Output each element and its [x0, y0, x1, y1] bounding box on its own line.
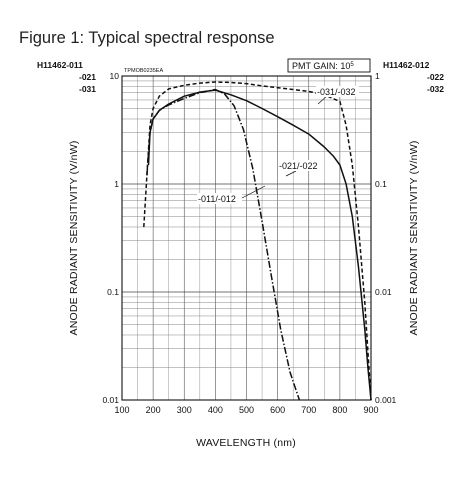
x-tick-label: 800	[332, 405, 347, 415]
leader-011-012	[241, 185, 266, 199]
y-axis-label-right: ANODE RADIANT SENSITIVITY (V/nW)	[408, 140, 420, 335]
y-tick-label-left: 10	[110, 71, 120, 81]
label-bg-031-032	[316, 86, 359, 97]
right-header-line-1: H11462-012	[383, 60, 430, 70]
left-header-line-2: -021	[79, 72, 96, 82]
x-ticks: 100 200 300 400 500 600 700 800 900	[114, 405, 378, 415]
grid	[122, 76, 371, 400]
y-tick-label-right: 0.001	[375, 395, 397, 405]
y-tick-label-right: 0.01	[375, 287, 392, 297]
y-ticks-left: 0.01 0.1 1 10	[102, 71, 119, 405]
series-line-1	[146, 88, 301, 401]
series-label-011-012: -011/-012	[198, 194, 236, 204]
x-tick-label: 600	[270, 405, 285, 415]
chart-code: TPMOB0235EA	[124, 68, 163, 74]
series-group	[143, 81, 372, 401]
figure-title: Figure 1: Typical spectral response	[19, 29, 275, 47]
y-axis-label-left: ANODE RADIANT SENSITIVITY (V/nW)	[68, 140, 80, 335]
y-tick-label-right: 1	[375, 71, 380, 81]
series-line-2	[147, 89, 372, 401]
y-tick-label-right: 0.1	[375, 179, 387, 189]
y-tick-label-left: 1	[114, 179, 119, 189]
x-tick-label: 400	[208, 405, 223, 415]
series-label-031-032: -031/-032	[317, 87, 356, 97]
x-tick-label: 900	[363, 405, 378, 415]
plot-frame	[121, 75, 372, 401]
right-header-line-3: -032	[427, 84, 444, 94]
x-tick-label: 100	[114, 405, 129, 415]
gain-box	[287, 58, 371, 73]
gain-text: PMT GAIN: 10	[292, 61, 350, 71]
y-tick-label-left: 0.1	[107, 287, 119, 297]
y-tick-label-left: 0.01	[102, 395, 119, 405]
series-line-3	[143, 81, 372, 401]
gain-exponent: 5	[350, 62, 354, 68]
right-header-line-2: -022	[427, 72, 444, 82]
x-tick-label: 300	[177, 405, 192, 415]
x-tick-label: 200	[146, 405, 161, 415]
label-bg-011-012	[197, 193, 242, 204]
left-header-line-1: H11462-011	[37, 60, 83, 70]
gain-label: PMT GAIN: 105	[292, 61, 354, 71]
x-tick-label: 500	[239, 405, 254, 415]
y-ticks-right: 0.001 0.01 0.1 1	[375, 71, 397, 405]
label-bg-021-022	[278, 160, 322, 171]
x-axis-label: WAVELENGTH (nm)	[196, 437, 296, 449]
series-labels: -031/-032 -021/-022 -011/-012	[197, 86, 359, 204]
left-header-line-3: -031	[79, 84, 96, 94]
x-tick-label: 700	[301, 405, 316, 415]
leader-021-022	[285, 170, 297, 177]
series-label-021-022: -021/-022	[279, 161, 318, 171]
